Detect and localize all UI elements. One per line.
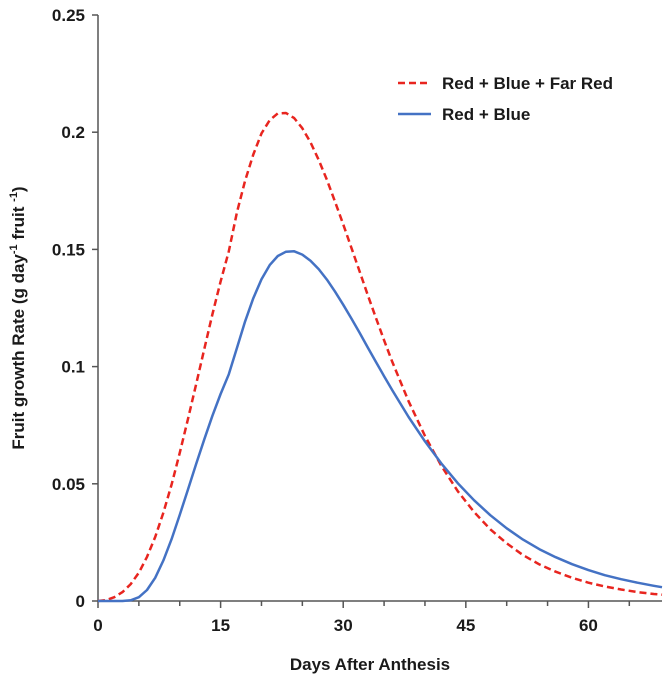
y-axis-ticks: 0 0.05 0.1 0.15 0.2 0.25 — [52, 6, 98, 611]
series-line-red-blue-far-red — [97, 111, 663, 603]
x-tick-label: 0 — [93, 616, 102, 635]
axes — [97, 15, 662, 602]
y-tick-label: 0.15 — [52, 240, 85, 259]
y-tick-label: 0.1 — [61, 358, 85, 377]
y-axis-title-part1: Fruit growth Rate (g day — [9, 254, 28, 450]
y-axis-title-part3: ) — [9, 186, 28, 192]
x-axis-title: Days After Anthesis — [290, 655, 450, 674]
x-tick-label: 30 — [334, 616, 353, 635]
y-tick-label: 0.05 — [52, 475, 85, 494]
y-axis-title-part2: fruit — [9, 202, 28, 245]
legend-label-red-blue: Red + Blue — [442, 105, 530, 124]
x-axis-ticks: 0 15 30 45 60 — [93, 601, 631, 635]
legend-label-red-blue-far-red: Red + Blue + Far Red — [442, 74, 613, 93]
legend: Red + Blue + Far Red Red + Blue — [398, 74, 613, 124]
y-axis-title-sup1: -1 — [8, 244, 20, 254]
y-axis-title-sup2: -1 — [8, 192, 20, 202]
x-tick-label: 45 — [456, 616, 475, 635]
y-tick-label: 0 — [76, 592, 85, 611]
y-axis-title: Fruit growth Rate (g day-1 fruit -1) — [8, 186, 28, 449]
x-tick-label: 15 — [211, 616, 230, 635]
series-layer — [97, 111, 663, 603]
y-tick-label: 0.2 — [61, 123, 85, 142]
series-line-red-blue — [98, 250, 663, 603]
y-tick-label: 0.25 — [52, 6, 85, 25]
x-tick-label: 60 — [579, 616, 598, 635]
